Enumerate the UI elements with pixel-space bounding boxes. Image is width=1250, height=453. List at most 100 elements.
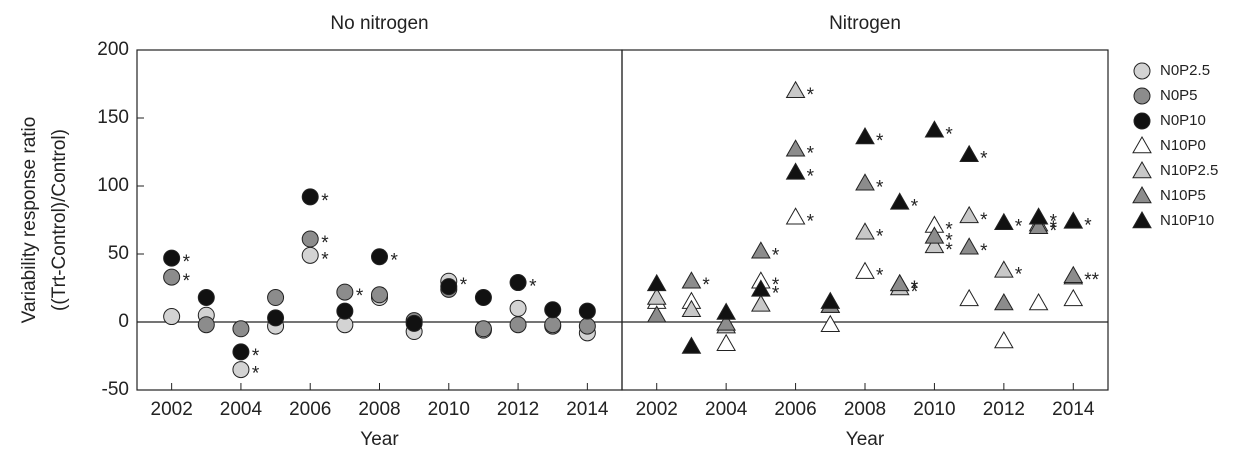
x-tick-label: 2010 [428,399,470,420]
significance-label: * [183,271,191,292]
point [1063,265,1084,284]
significance-label: * [911,282,919,303]
significance-label: * [807,143,815,164]
point [544,301,562,319]
significance-label: * [391,251,399,272]
significance-label: * [945,230,953,251]
point [681,336,702,354]
x-tick-label: 2010 [913,399,955,420]
x-tick-label: 2006 [289,399,331,420]
legend-marker [1132,135,1152,154]
y-tick-label: 200 [97,39,129,60]
x-tick-label: 2006 [774,399,816,420]
legend-marker [1132,210,1152,229]
point [336,302,354,320]
point [785,139,806,157]
point [924,120,945,138]
point [371,286,388,304]
x-tick-label: 2004 [705,399,748,420]
point [646,273,667,292]
significance-label: * [911,196,919,217]
point [267,309,285,327]
significance-label: * [1015,217,1023,238]
point [889,273,910,292]
point [785,162,806,180]
point [993,212,1014,230]
legend-marker [1132,160,1152,179]
point [336,283,354,301]
significance-label: * [945,219,953,240]
point [163,249,181,267]
significance-label: * [911,278,919,299]
significance-label: * [321,249,329,270]
panel-title: Nitrogen [829,13,901,34]
point [267,289,285,307]
legend-label: N10P10 [1160,212,1214,229]
y-axis-label: Variability response ratio [19,117,40,324]
legend-label: N10P0 [1160,137,1206,154]
point [646,305,667,323]
point [232,320,250,338]
point [301,230,319,248]
legend-label: N10P5 [1160,187,1206,204]
point [646,287,667,305]
point [509,316,527,334]
significance-label: * [1050,211,1058,232]
legend-marker [1133,87,1151,105]
significance-label: * [980,241,988,262]
point [855,127,875,145]
point [959,144,980,162]
significance-label: * [1050,218,1058,239]
significance-label: * [356,286,364,307]
point [855,173,875,191]
point [993,292,1014,311]
point [301,188,319,206]
x-tick-label: 2002 [636,399,678,420]
point [959,288,980,307]
point [1028,207,1049,225]
point [1028,216,1049,235]
significance-label: * [1084,215,1092,236]
significance-label: ** [1084,270,1099,291]
point [855,261,875,279]
point [993,260,1014,278]
y-tick-label: -50 [102,379,129,400]
significance-label: * [529,277,537,298]
x-tick-label: 2014 [566,399,609,420]
point [924,235,945,254]
legend-label: N0P5 [1160,87,1198,104]
significance-label: * [1015,264,1023,285]
point [820,314,841,332]
significance-label: * [702,275,710,296]
x-tick-label: 2002 [151,399,193,420]
point [716,333,737,352]
point [474,320,492,338]
y-tick-label: 0 [118,311,129,332]
significance-label: * [911,278,919,299]
x-axis-label: Year [846,429,885,450]
point [474,289,492,307]
point [924,226,945,244]
plot-frame [136,49,623,391]
point [197,316,215,334]
significance-label: * [460,275,468,296]
point [820,291,841,309]
point [232,343,250,361]
significance-label: * [807,85,815,106]
x-tick-label: 2012 [983,399,1025,420]
significance-label: * [945,124,953,145]
point [889,192,910,210]
significance-label: * [1050,221,1058,242]
point [750,294,771,312]
x-axis-label: Year [360,429,399,450]
legend-marker [1132,185,1152,204]
significance-label: * [321,233,329,254]
significance-label: * [876,131,884,152]
y-tick-label: 100 [97,175,129,196]
point [1063,288,1084,307]
point [578,302,596,320]
significance-label: * [772,245,780,266]
y-axis-label: ((Trt-Control)/Control) [49,129,70,311]
significance-label: * [252,346,260,367]
